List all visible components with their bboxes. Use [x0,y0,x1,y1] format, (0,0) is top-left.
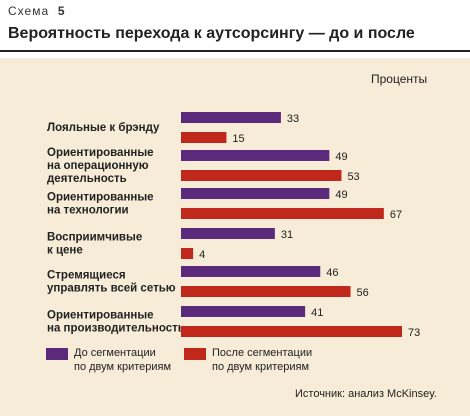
category-label-3-line-2: на технологии [47,205,129,217]
legend-before-line2: по двум критериям [74,361,172,373]
category-label-3-line-1: Ориентированные [47,192,154,204]
legend-before-line1: До сегментации [74,347,156,359]
source-note: Источник: анализ McKinsey. [295,388,437,400]
bar-before-2 [181,150,330,161]
legend-after: После сегментации по двум критериям [212,346,312,374]
value-label-before-2: 49 [335,151,347,163]
category-label-4-line-2: к цене [47,245,83,257]
bar-after-3 [181,208,384,219]
value-label-after-4: 4 [199,249,205,261]
value-label-before-5: 46 [326,267,338,279]
bar-after-5 [181,286,351,297]
category-label-4-line-1: Восприимчивые [47,232,142,244]
value-label-after-5: 56 [357,287,369,299]
legend-swatch-before [46,348,68,360]
value-label-after-2: 53 [347,171,359,183]
value-label-before-1: 33 [287,113,299,125]
legend-swatch-after [184,348,206,360]
bar-after-6 [181,326,402,337]
value-label-before-3: 49 [335,189,347,201]
units-label: Проценты [371,72,428,86]
category-label-5-line-1: Стремящиеся [47,270,126,282]
bar-after-4 [181,248,194,259]
value-label-after-6: 73 [408,327,420,339]
chart-title: Вероятность перехода к аутсорсингу — до … [8,25,415,42]
bar-before-3 [181,188,330,199]
category-label-6-line-2: на производительность [47,323,185,335]
category-label-1-line-1: Лояльные к брэнду [47,122,160,134]
category-label-2-line-2: на операционную [47,160,149,172]
scheme-label: Схема 5 [8,4,66,18]
category-label-6-line-1: Ориентированные [47,310,154,322]
header-area: Схема 5 Вероятность перехода к аутсорсин… [0,0,470,58]
bar-before-6 [181,306,306,317]
category-label-2-line-1: Ориентированные [47,147,154,159]
bar-before-5 [181,266,321,277]
bar-before-1 [181,112,281,123]
bar-after-1 [181,132,227,143]
title-rule [0,50,470,52]
category-label-5-line-2: управлять всей сетью [47,283,176,295]
value-label-before-4: 31 [281,229,293,241]
bar-after-2 [181,170,342,181]
value-label-before-6: 41 [311,307,323,319]
bar-before-4 [181,228,275,239]
legend-after-line2: по двум критериям [212,361,310,373]
legend-after-line1: После сегментации [212,347,313,359]
value-label-after-1: 15 [232,133,244,145]
scheme-number: 5 [57,4,66,18]
category-label-2-line-3: деятельность [47,173,127,185]
legend-before: До сегментации по двум критериям [74,346,171,374]
scheme-text: Схема [8,4,50,18]
value-label-after-3: 67 [390,209,402,221]
